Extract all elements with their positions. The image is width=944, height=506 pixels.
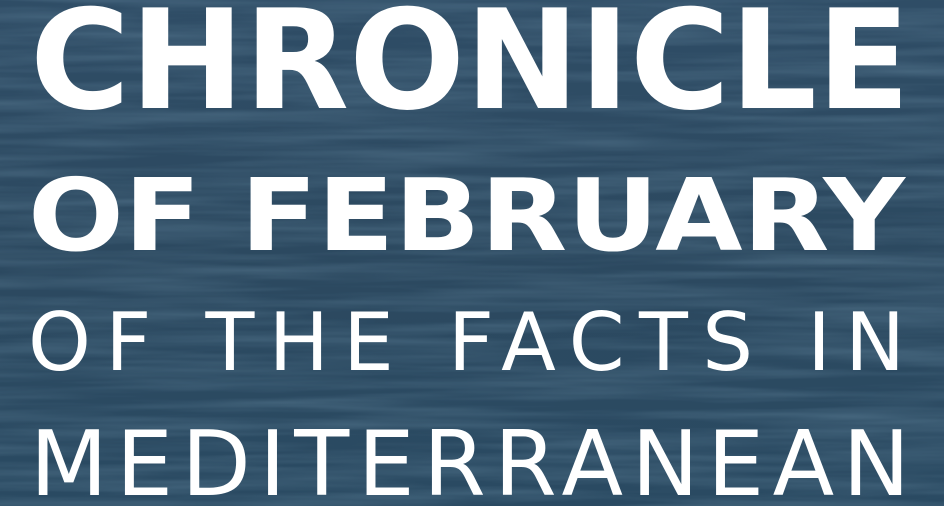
page: CHRONICLE OF FEBRUARY OF THE FACTS IN ME… bbox=[0, 0, 944, 506]
headline-line: MEDITERRANEAN bbox=[30, 412, 910, 506]
headline-line: OF FEBRUARY bbox=[28, 157, 907, 274]
poster: CHRONICLE OF FEBRUARY OF THE FACTS IN ME… bbox=[0, 0, 944, 506]
headline-line: CHRONICLE bbox=[30, 0, 910, 141]
